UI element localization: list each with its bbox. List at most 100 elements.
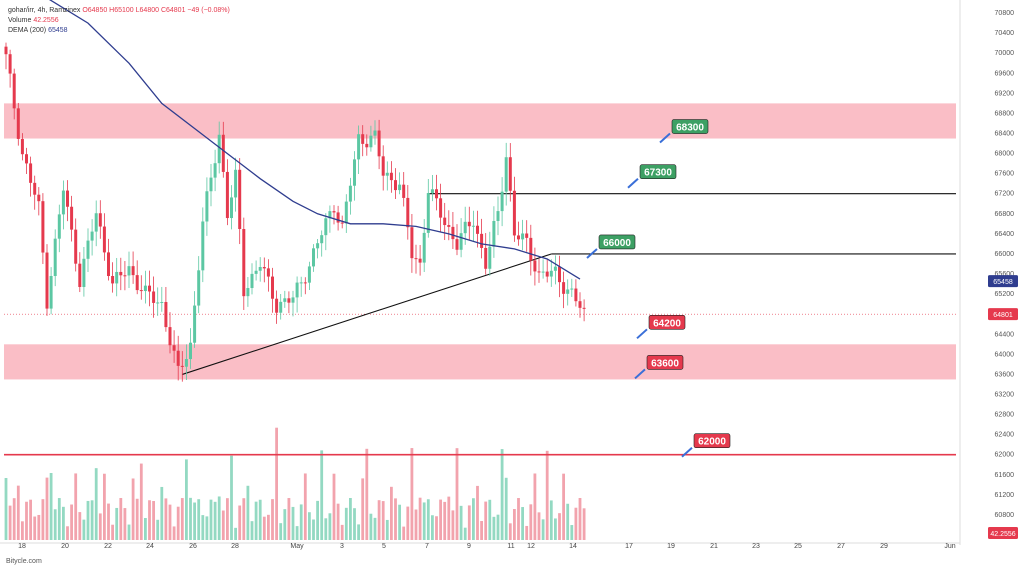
time-tick-label: 9 [467,543,471,550]
volume-bar [488,499,492,540]
level-label-68300: 68300 [659,119,709,144]
volume-bar [496,514,500,540]
candle-body [221,134,225,172]
candle-body [82,258,86,287]
volume-bar [90,500,94,540]
volume-bar [385,519,389,540]
volume-bar [422,502,426,540]
legend-symbol-row: gohar/irr, 4h, Ramzinex O64850 H65100 L6… [8,6,230,16]
label-box [671,119,709,134]
price-tick-label: 70800 [995,10,1015,17]
badge-box [988,308,1018,321]
candle-body [353,159,356,186]
candle-body [135,275,139,291]
candle-body [365,143,369,148]
time-tick-label: 26 [189,543,197,550]
time-tick-label: 14 [569,543,577,550]
label-pointer [586,248,598,259]
badge-dema: 65458 [988,275,1018,288]
dema-line [49,0,581,280]
candle-body [410,227,414,259]
volume-bar [107,503,110,540]
volume-bar [451,510,455,540]
candle-body [176,350,180,366]
volume-bar [135,498,139,540]
volume-bar [74,473,78,540]
volume-bar [12,498,16,540]
volume-bar [513,509,516,540]
candle-body [41,201,45,253]
candle-body [123,275,127,277]
candle-body [512,190,516,236]
candle-body [455,239,459,250]
volume-bar [180,498,184,540]
volume-bar [426,499,430,540]
volume-bar [365,448,369,540]
badge-text: 64801 [993,312,1013,319]
candle-body [250,273,254,289]
volume-bar [234,527,237,540]
candle-body [156,302,160,304]
volume-bar [172,526,176,540]
candle-body [258,267,262,271]
price-tick-label: 66000 [995,251,1015,258]
label-text: 64200 [653,318,681,329]
volume-bar [295,526,299,540]
candle-body [361,134,365,144]
price-tick-label: 67600 [995,171,1015,178]
volume-bar [197,499,201,540]
volume-bar [340,524,344,540]
volume-bar [299,504,303,540]
candle-body [500,191,504,212]
volume-bar [271,499,274,540]
candle-body [521,233,525,240]
volume-bar [353,508,356,540]
dema-value: 65458 [48,27,68,34]
volume-bar [443,501,447,540]
candle-body [348,185,352,202]
chart-legend: gohar/irr, 4h, Ramzinex O64850 H65100 L6… [8,6,230,36]
volume-bar [111,524,114,540]
price-tick-label: 69600 [995,70,1015,77]
candle-body [553,266,557,271]
candle-body [98,213,102,227]
candle-body [193,305,197,343]
candle-body [418,258,422,263]
candle-body [303,282,307,284]
volume-bar [258,499,262,540]
volume-bar [578,498,582,540]
price-tick-label: 63200 [995,392,1015,399]
candle-body [377,130,381,157]
candle-body [20,138,24,155]
volume-bar [349,498,352,540]
volume-bar [131,478,135,540]
candle-body [29,163,33,183]
candle-body [578,301,582,308]
volume-bar [115,507,119,540]
candle-body [143,285,147,292]
volume-bar [517,498,520,540]
candle-body [115,271,119,284]
volume-label: Volume [8,17,32,24]
candle-body [94,213,98,232]
volume-bar [418,497,422,540]
candle-body [213,163,217,178]
candle-body [16,108,20,139]
support-resistance-zones [4,103,956,380]
volume-bar [238,505,242,540]
candle-body [574,288,578,302]
candle-body [205,191,209,222]
volume-bar [209,499,213,540]
candle-body [119,271,123,276]
label-pointer [634,368,646,380]
volume-bar [230,455,233,540]
volume-bar [70,504,73,540]
volume-bar [57,498,61,540]
time-tick-label: 19 [667,543,675,550]
volume-bar [414,509,418,540]
candle-body [131,266,135,276]
label-box [639,164,677,180]
candle-body [463,221,467,234]
time-axis: 18 20 22 24 26 28 May 3 5 7 9 11 12 14 17 19 21 23 25 27 29 J… [0,542,960,550]
